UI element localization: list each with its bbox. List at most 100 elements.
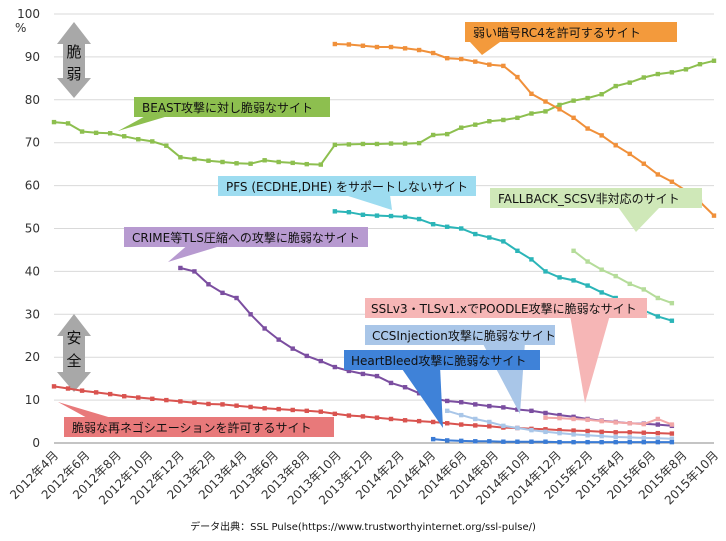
series-0-point-45 (683, 67, 689, 72)
series-7-point-11 (599, 433, 604, 439)
series-2-point-5 (402, 214, 408, 220)
series-2-point-9 (459, 226, 464, 231)
series-5-point-35 (543, 427, 548, 432)
series-1-point-6 (416, 47, 422, 53)
series-7-point-13 (627, 435, 632, 440)
series-7-point-10 (585, 433, 590, 438)
series-0-point-20 (332, 142, 338, 148)
series-4-point-24 (515, 407, 520, 412)
series-0-point-2 (79, 129, 85, 134)
series-0-point-44 (669, 70, 675, 75)
series-6-point-0 (543, 415, 548, 420)
series-8-point-13 (613, 439, 618, 445)
series-6-point-9 (669, 422, 675, 427)
series-1-point-14 (529, 91, 534, 96)
series-0-point-41 (627, 80, 632, 85)
series-4-point-2 (206, 282, 211, 287)
series-1-point-3 (374, 44, 380, 50)
series-7-point-6 (529, 427, 534, 433)
series-5-point-39 (599, 429, 604, 435)
series-4-point-4 (234, 295, 239, 301)
series-6-point-2 (571, 416, 576, 422)
series-8-point-2 (459, 438, 464, 444)
series-8-point-0 (430, 436, 436, 442)
x-axis-labels: 2012年4月2012年6月2012年8月2012年10月2012年12月201… (7, 448, 721, 507)
series-8-point-17 (669, 439, 675, 445)
series-0-point-30 (473, 122, 478, 127)
series-0-point-17 (290, 160, 295, 166)
series-5-point-24 (388, 416, 394, 422)
series-5-point-19 (318, 409, 324, 414)
series-2-point-3 (374, 213, 380, 218)
series-5-point-16 (276, 406, 281, 412)
series-0-point-40 (613, 83, 618, 89)
series-1-point-0 (332, 41, 338, 47)
y-tick-20: 20 (25, 350, 40, 364)
series-1-point-2 (360, 43, 366, 48)
series-5-point-36 (557, 427, 562, 433)
series-1-point-4 (388, 44, 394, 50)
series-5-point-28 (444, 421, 450, 426)
series-6 (543, 415, 675, 427)
series-8-point-6 (515, 439, 520, 444)
series-5-point-3 (93, 390, 99, 395)
series-1-point-21 (627, 151, 632, 157)
series-7-point-2 (473, 416, 478, 422)
series-7-point-9 (571, 432, 576, 437)
series-0-point-15 (262, 158, 267, 163)
series-0-point-18 (304, 161, 309, 167)
callout-rc4: 弱い暗号RC4を許可するサイト (465, 22, 677, 42)
series-5-point-0 (51, 384, 57, 389)
series-3-point-1 (585, 259, 590, 264)
callout-poodle: SSLv3・TLSv1.xでPOODLE攻撃に脆弱なサイト (365, 298, 647, 318)
series-4-point-5 (248, 312, 253, 317)
callout-fallback: FALLBACK_SCSV非対応のサイト (490, 188, 702, 208)
y-axis-unit: % (15, 21, 26, 35)
series-4-point-27 (557, 412, 562, 418)
series-0-point-11 (206, 158, 211, 163)
series-0-point-4 (107, 131, 113, 136)
series-0-point-8 (164, 143, 169, 148)
series-0-point-38 (585, 95, 590, 101)
series-1-point-17 (571, 115, 576, 121)
series-6-point-5 (613, 420, 618, 425)
series-7 (444, 408, 675, 441)
series-0-point-33 (515, 115, 520, 121)
series-6-point-1 (557, 415, 562, 421)
series-0-point-35 (543, 109, 548, 114)
series-0-point-29 (459, 125, 464, 130)
series-0-point-3 (93, 130, 99, 136)
series-4-point-1 (192, 269, 197, 274)
series-2-point-24 (669, 318, 675, 323)
series-7-point-7 (543, 429, 548, 435)
series-5-point-31 (487, 424, 492, 429)
series-0-point-47 (711, 58, 717, 63)
y-tick-70: 70 (25, 136, 40, 150)
series-3-point-7 (669, 300, 675, 306)
series-1-point-13 (515, 74, 520, 80)
vulnerable-label-1: 脆 (66, 43, 81, 61)
series-0-point-1 (65, 121, 71, 126)
series-1-point-15 (543, 99, 548, 104)
series-0-point-5 (122, 134, 127, 139)
callout-ccs-text: CCSInjection攻撃に脆弱なサイト (372, 328, 556, 343)
series-line-3 (572, 250, 673, 305)
callout-pfs: PFS (ECDHE,DHE) をサポートしないサイト (218, 176, 476, 196)
series-6-point-3 (585, 417, 590, 423)
series-5-point-21 (346, 413, 352, 418)
series-0-point-39 (599, 92, 604, 97)
series-1-point-19 (599, 133, 604, 138)
series-8-point-14 (627, 439, 632, 445)
series-0 (51, 58, 717, 167)
series-0-point-25 (402, 141, 408, 146)
series-7-point-8 (557, 430, 562, 436)
series-4-point-10 (318, 358, 324, 364)
series-5-point-27 (430, 419, 436, 425)
series-5-point-2 (79, 388, 85, 393)
series-4-point-6 (262, 326, 267, 331)
data-source: データ出典：SSL Pulse(https://www.trustworthyi… (190, 520, 536, 533)
series-1-point-18 (585, 126, 590, 131)
series-8-point-8 (543, 439, 548, 444)
series-2-point-14 (529, 257, 534, 262)
series-6-point-8 (655, 416, 661, 422)
